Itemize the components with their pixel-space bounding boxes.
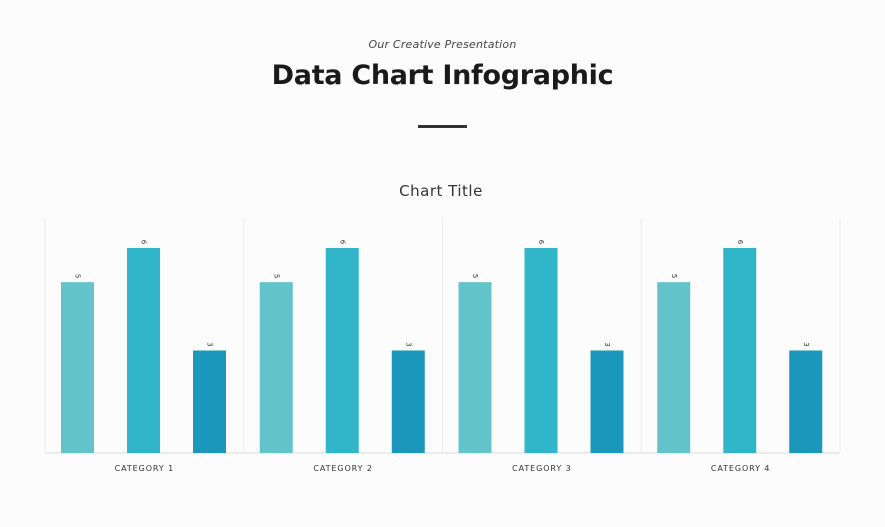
data-label: 3	[603, 342, 611, 346]
bar-cat1-series1	[61, 282, 94, 453]
bar-cat1-series2	[127, 248, 160, 453]
chart-title: Chart Title	[399, 182, 483, 200]
bar-cat2-series1	[259, 282, 293, 453]
chart-labels: 5 6 3 CATEGORY 1 5 6 3 CATEGORY 2 5 6 3 CATEGORY 3 5…	[74, 240, 810, 473]
category-label: CATEGORY 4	[711, 464, 770, 473]
bar-cat4-series2	[723, 248, 757, 453]
bar-cat1-series3	[193, 350, 226, 453]
bar-cat4-series1	[657, 282, 691, 453]
bar-cat2-series2	[325, 248, 359, 453]
data-label: 5	[471, 274, 479, 278]
category-label: CATEGORY 1	[115, 464, 174, 473]
title-divider	[418, 125, 467, 128]
chart-container: Chart Title 5 6 3 CATEGORY 1 5 6 3 CATEGORY 2 5 6…	[0, 170, 885, 490]
data-label: 3	[206, 342, 214, 346]
data-label: 6	[140, 240, 148, 245]
data-label: 6	[736, 240, 744, 245]
bar-chart: Chart Title 5 6 3 CATEGORY 1 5 6 3 CATEGORY 2 5 6…	[44, 182, 841, 473]
bar-cat4-series3	[789, 350, 823, 453]
data-label: 3	[404, 342, 412, 346]
data-label: 5	[272, 274, 280, 278]
data-label: 5	[670, 274, 678, 278]
bar-cat3-series3	[590, 350, 624, 453]
category-label: CATEGORY 2	[313, 464, 372, 473]
bar-cat3-series1	[458, 282, 492, 453]
data-label: 6	[537, 240, 545, 245]
page-title: Data Chart Infographic	[271, 60, 614, 91]
data-label: 3	[802, 342, 810, 346]
chart-frame	[44, 218, 841, 454]
chart-bars	[61, 248, 823, 453]
category-label: CATEGORY 3	[512, 464, 571, 473]
bar-cat3-series2	[524, 248, 558, 453]
data-label: 6	[338, 240, 346, 245]
data-label: 5	[74, 274, 82, 278]
presentation-subtitle: Our Creative Presentation	[368, 38, 517, 51]
bar-cat2-series3	[391, 350, 425, 453]
